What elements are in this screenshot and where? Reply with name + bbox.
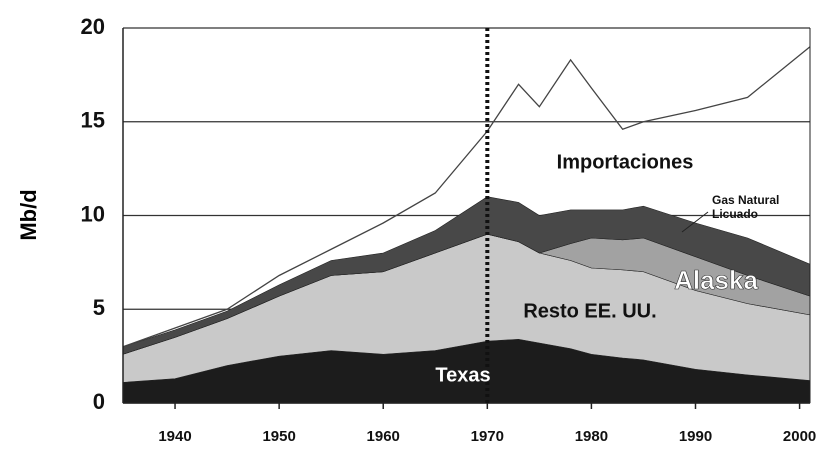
series-label: Resto EE. UU. — [523, 300, 656, 322]
series-label: Gas Natural Licuado — [712, 193, 780, 221]
x-tick-label: 1940 — [158, 428, 191, 445]
y-tick-label: 10 — [81, 201, 105, 226]
y-tick-label: 15 — [81, 108, 105, 133]
y-tick-label: 5 — [93, 295, 105, 320]
x-tick-label: 1980 — [575, 428, 608, 445]
x-tick-label: 1950 — [262, 428, 295, 445]
y-tick-label: 20 — [81, 14, 105, 39]
total-line — [122, 46, 811, 348]
series-label: Texas — [435, 364, 490, 386]
x-tick-label: 1970 — [471, 428, 504, 445]
series-label: Alaska — [674, 265, 758, 295]
x-tick-label: 2000 — [783, 428, 816, 445]
y-axis-label: Mb/d — [16, 189, 41, 240]
x-tick-label: 1960 — [367, 428, 400, 445]
leader-line — [681, 211, 709, 233]
series-label: Importaciones — [557, 151, 694, 173]
y-tick-label: 0 — [93, 389, 105, 414]
x-tick-label: 1990 — [679, 428, 712, 445]
